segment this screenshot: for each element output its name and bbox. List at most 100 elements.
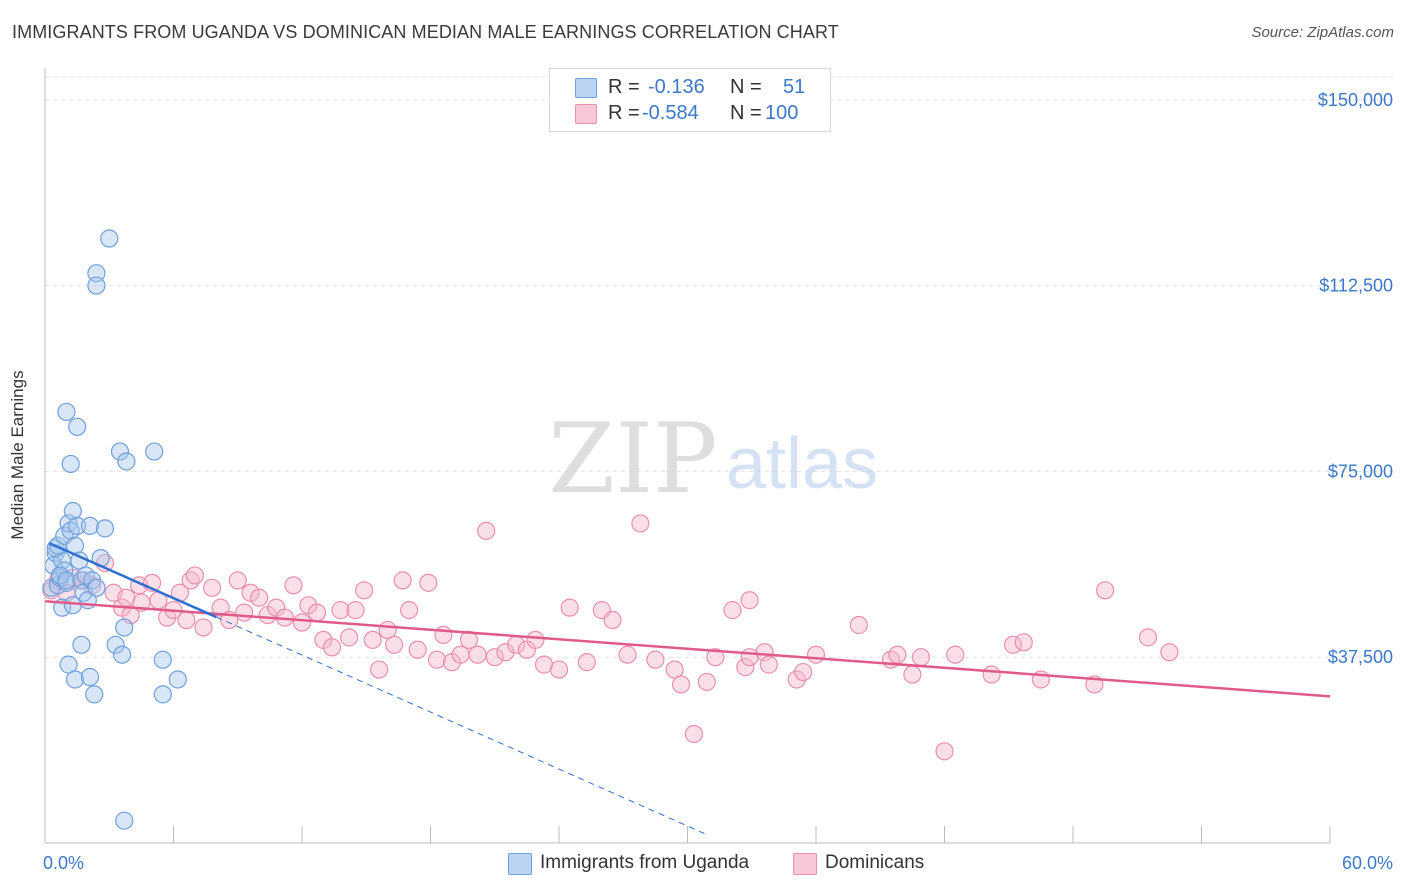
uganda-point bbox=[87, 578, 106, 597]
dominican-point bbox=[911, 648, 931, 667]
dominican-point bbox=[340, 628, 359, 647]
dominican-point bbox=[363, 630, 382, 649]
uganda-point bbox=[65, 670, 85, 689]
uganda-point bbox=[68, 516, 87, 535]
dominican-point bbox=[235, 603, 254, 622]
legend-r-label: R = bbox=[608, 102, 640, 124]
dominican-point bbox=[331, 601, 350, 620]
dominican-trend-line bbox=[44, 599, 1331, 698]
uganda-point bbox=[63, 501, 82, 521]
uganda-point bbox=[115, 618, 134, 637]
dominican-point bbox=[194, 618, 213, 637]
source-label: Source: ZipAtlas.com bbox=[1251, 24, 1394, 41]
uganda-point bbox=[153, 685, 172, 704]
uganda-point bbox=[61, 454, 80, 474]
dominican-point bbox=[1138, 628, 1158, 647]
uganda-point bbox=[117, 452, 136, 471]
dominican-point bbox=[496, 643, 515, 662]
dominican-point bbox=[211, 598, 230, 617]
dominican-point bbox=[1160, 643, 1179, 662]
uganda-point bbox=[112, 645, 132, 664]
legend-swatch-dominican bbox=[575, 104, 597, 124]
dominican-point bbox=[468, 645, 487, 664]
legend-n-value: 100 bbox=[765, 102, 799, 124]
uganda-point bbox=[80, 667, 100, 687]
dominican-point bbox=[399, 601, 419, 620]
axis-layer: 0.0% 60.0% bbox=[43, 68, 1393, 873]
dominican-point bbox=[646, 650, 665, 669]
uganda-point bbox=[168, 670, 187, 689]
uganda-point bbox=[95, 519, 115, 538]
dominican-point bbox=[526, 630, 545, 649]
dominican-point bbox=[946, 645, 965, 664]
dominican-point bbox=[307, 603, 327, 622]
dominican-point bbox=[322, 638, 342, 657]
dominican-point bbox=[903, 665, 922, 684]
watermark-atlas: atlas bbox=[726, 424, 878, 504]
dominican-point bbox=[806, 645, 826, 664]
dominican-point bbox=[241, 583, 260, 602]
dominican-point bbox=[671, 675, 691, 694]
dominican-point bbox=[736, 658, 755, 677]
grid-layer: $37,500 $75,000 $112,500 $150,000 bbox=[45, 76, 1395, 667]
bottom-legend-swatch-uganda bbox=[508, 853, 532, 875]
dominican-point bbox=[1003, 635, 1023, 654]
dominican-point bbox=[631, 514, 650, 533]
legend-r-label: R = bbox=[608, 76, 640, 98]
trend-lines bbox=[44, 542, 1331, 837]
dominican-point bbox=[740, 591, 759, 610]
x-tick-label-min: 0.0% bbox=[43, 853, 84, 873]
dominican-point bbox=[292, 613, 312, 632]
dominican-point bbox=[477, 521, 496, 540]
dominican-point bbox=[888, 645, 907, 664]
dominican-point bbox=[408, 640, 427, 659]
uganda-point bbox=[100, 229, 119, 248]
uganda-point bbox=[57, 402, 76, 422]
legend-r-value: -0.136 bbox=[648, 76, 705, 98]
bottom-legend-swatch-dominican bbox=[793, 853, 817, 875]
y-tick-label: $75,000 bbox=[1328, 461, 1393, 481]
dominican-point bbox=[759, 655, 778, 674]
uganda-point bbox=[57, 571, 76, 590]
bottom-legend-label-dominican: Dominicans bbox=[825, 852, 925, 873]
dominican-point bbox=[202, 578, 222, 597]
dominican-point bbox=[560, 598, 579, 617]
dominican-point bbox=[177, 610, 196, 630]
dominican-point bbox=[346, 601, 365, 620]
dominican-point bbox=[485, 648, 504, 667]
dominican-point bbox=[982, 665, 1001, 684]
uganda-point bbox=[145, 442, 164, 461]
dominican-points bbox=[42, 514, 1179, 761]
legend-r-value: -0.584 bbox=[642, 102, 699, 124]
dominican-point bbox=[393, 571, 412, 590]
uganda-trend-extension bbox=[216, 616, 710, 837]
dominican-point bbox=[849, 615, 868, 635]
uganda-point bbox=[63, 596, 82, 615]
uganda-point bbox=[80, 516, 100, 535]
dominican-point bbox=[284, 576, 303, 595]
legend-n-value: 51 bbox=[783, 76, 806, 98]
x-tick-label-max: 60.0% bbox=[1342, 853, 1393, 873]
bottom-legend-label-uganda: Immigrants from Uganda bbox=[540, 852, 750, 873]
dominican-point bbox=[549, 660, 569, 679]
dominican-point bbox=[706, 648, 725, 667]
uganda-point bbox=[68, 417, 87, 436]
dominican-point bbox=[684, 724, 704, 744]
uganda-point bbox=[153, 650, 172, 669]
y-tick-label: $37,500 bbox=[1328, 647, 1393, 667]
dominican-point bbox=[935, 742, 954, 761]
dominican-point bbox=[250, 588, 269, 607]
uganda-point bbox=[115, 811, 134, 830]
y-tick-label: $112,500 bbox=[1319, 276, 1393, 296]
legend-n-label: N = bbox=[730, 102, 762, 124]
dominican-point bbox=[1014, 633, 1033, 652]
legend-row-uganda: R = -0.136 N = 51 bbox=[550, 76, 830, 100]
watermark: ZIP atlas bbox=[548, 403, 878, 515]
dominican-point bbox=[723, 601, 742, 620]
watermark-zip: ZIP bbox=[548, 403, 717, 515]
dominican-point bbox=[577, 653, 596, 672]
dominican-point bbox=[1096, 581, 1115, 600]
dominican-point bbox=[370, 660, 389, 679]
correlation-legend: R = -0.136 N = 51 R = -0.584 N = 100 bbox=[549, 68, 831, 132]
